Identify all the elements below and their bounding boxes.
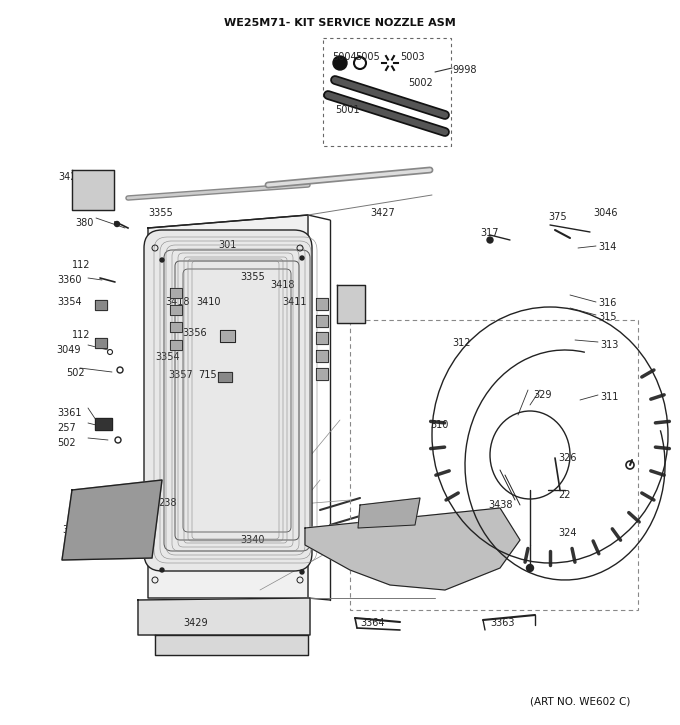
Text: 3428: 3428 [58,172,83,182]
Circle shape [300,256,304,260]
Text: 3427: 3427 [370,208,395,218]
Text: 317: 317 [480,228,498,238]
Polygon shape [95,418,112,430]
Text: 315: 315 [598,312,617,322]
Text: 715: 715 [198,370,217,380]
Polygon shape [170,305,182,315]
Text: 5002: 5002 [408,78,432,88]
Polygon shape [316,298,328,310]
Text: 502: 502 [66,368,84,378]
Text: 3428: 3428 [340,297,364,307]
Polygon shape [72,170,114,210]
Text: 3429: 3429 [183,618,207,628]
Polygon shape [316,350,328,362]
Bar [323,38,451,146]
Text: 3418: 3418 [270,280,294,290]
Polygon shape [170,340,182,350]
Text: 312: 312 [452,338,471,348]
Polygon shape [95,338,107,348]
Circle shape [114,222,120,226]
Text: 301: 301 [218,240,237,250]
Polygon shape [62,480,162,560]
Polygon shape [148,215,308,598]
Text: 3356: 3356 [182,328,207,338]
Polygon shape [220,330,235,342]
Text: 314: 314 [598,242,616,252]
Text: 380: 380 [75,218,93,228]
Polygon shape [337,285,365,323]
Text: 310: 310 [430,420,448,430]
Text: 3355: 3355 [148,208,173,218]
FancyBboxPatch shape [144,230,312,571]
Text: 316: 316 [598,298,616,308]
Polygon shape [170,322,182,332]
Bar [350,320,638,610]
Text: 5003: 5003 [400,52,424,62]
Polygon shape [305,508,520,590]
Polygon shape [316,332,328,344]
Text: 326: 326 [558,453,577,463]
Text: 3363: 3363 [490,618,515,628]
Text: 257: 257 [57,423,75,433]
Text: 3411: 3411 [282,297,307,307]
Text: 3438: 3438 [488,535,513,545]
Text: 3340: 3340 [240,535,265,545]
Text: 3049: 3049 [56,345,80,355]
Polygon shape [358,498,420,528]
Text: 375: 375 [548,212,566,222]
Text: 3361: 3361 [57,408,82,418]
Polygon shape [138,598,310,635]
Text: 325: 325 [360,508,379,518]
Text: 3360: 3360 [57,275,82,285]
Text: 112: 112 [72,330,90,340]
Text: 3438: 3438 [488,500,513,510]
Circle shape [160,258,164,262]
Polygon shape [170,288,182,298]
Text: 300: 300 [62,525,80,535]
Text: 3046: 3046 [593,208,617,218]
Text: 3354: 3354 [57,297,82,307]
Text: 9998: 9998 [452,65,477,75]
Text: 5005: 5005 [355,52,379,62]
Circle shape [487,237,493,243]
Polygon shape [95,300,107,310]
Text: 311: 311 [600,392,618,402]
Text: 313: 313 [600,340,618,350]
Text: WE25M71- KIT SERVICE NOZZLE ASM: WE25M71- KIT SERVICE NOZZLE ASM [224,18,456,28]
Text: (ART NO. WE602 C): (ART NO. WE602 C) [530,696,630,706]
Circle shape [333,56,347,70]
Text: 3418: 3418 [165,297,190,307]
Text: 3354: 3354 [155,352,180,362]
Text: 329: 329 [533,390,551,400]
Polygon shape [218,372,232,382]
Circle shape [300,570,304,574]
Text: 112: 112 [72,260,90,270]
Text: 3364: 3364 [360,618,384,628]
Circle shape [526,565,534,571]
Text: 324: 324 [558,528,577,538]
Text: 238: 238 [158,498,177,508]
Text: 3410: 3410 [196,297,220,307]
Circle shape [160,568,164,572]
Text: 502: 502 [57,438,75,448]
Polygon shape [316,368,328,380]
Polygon shape [155,635,308,655]
Text: 3357: 3357 [168,370,192,380]
Text: 5004: 5004 [332,52,356,62]
Text: 3355: 3355 [240,272,265,282]
Text: 5001: 5001 [335,105,360,115]
Polygon shape [316,315,328,327]
Text: 22: 22 [558,490,571,500]
